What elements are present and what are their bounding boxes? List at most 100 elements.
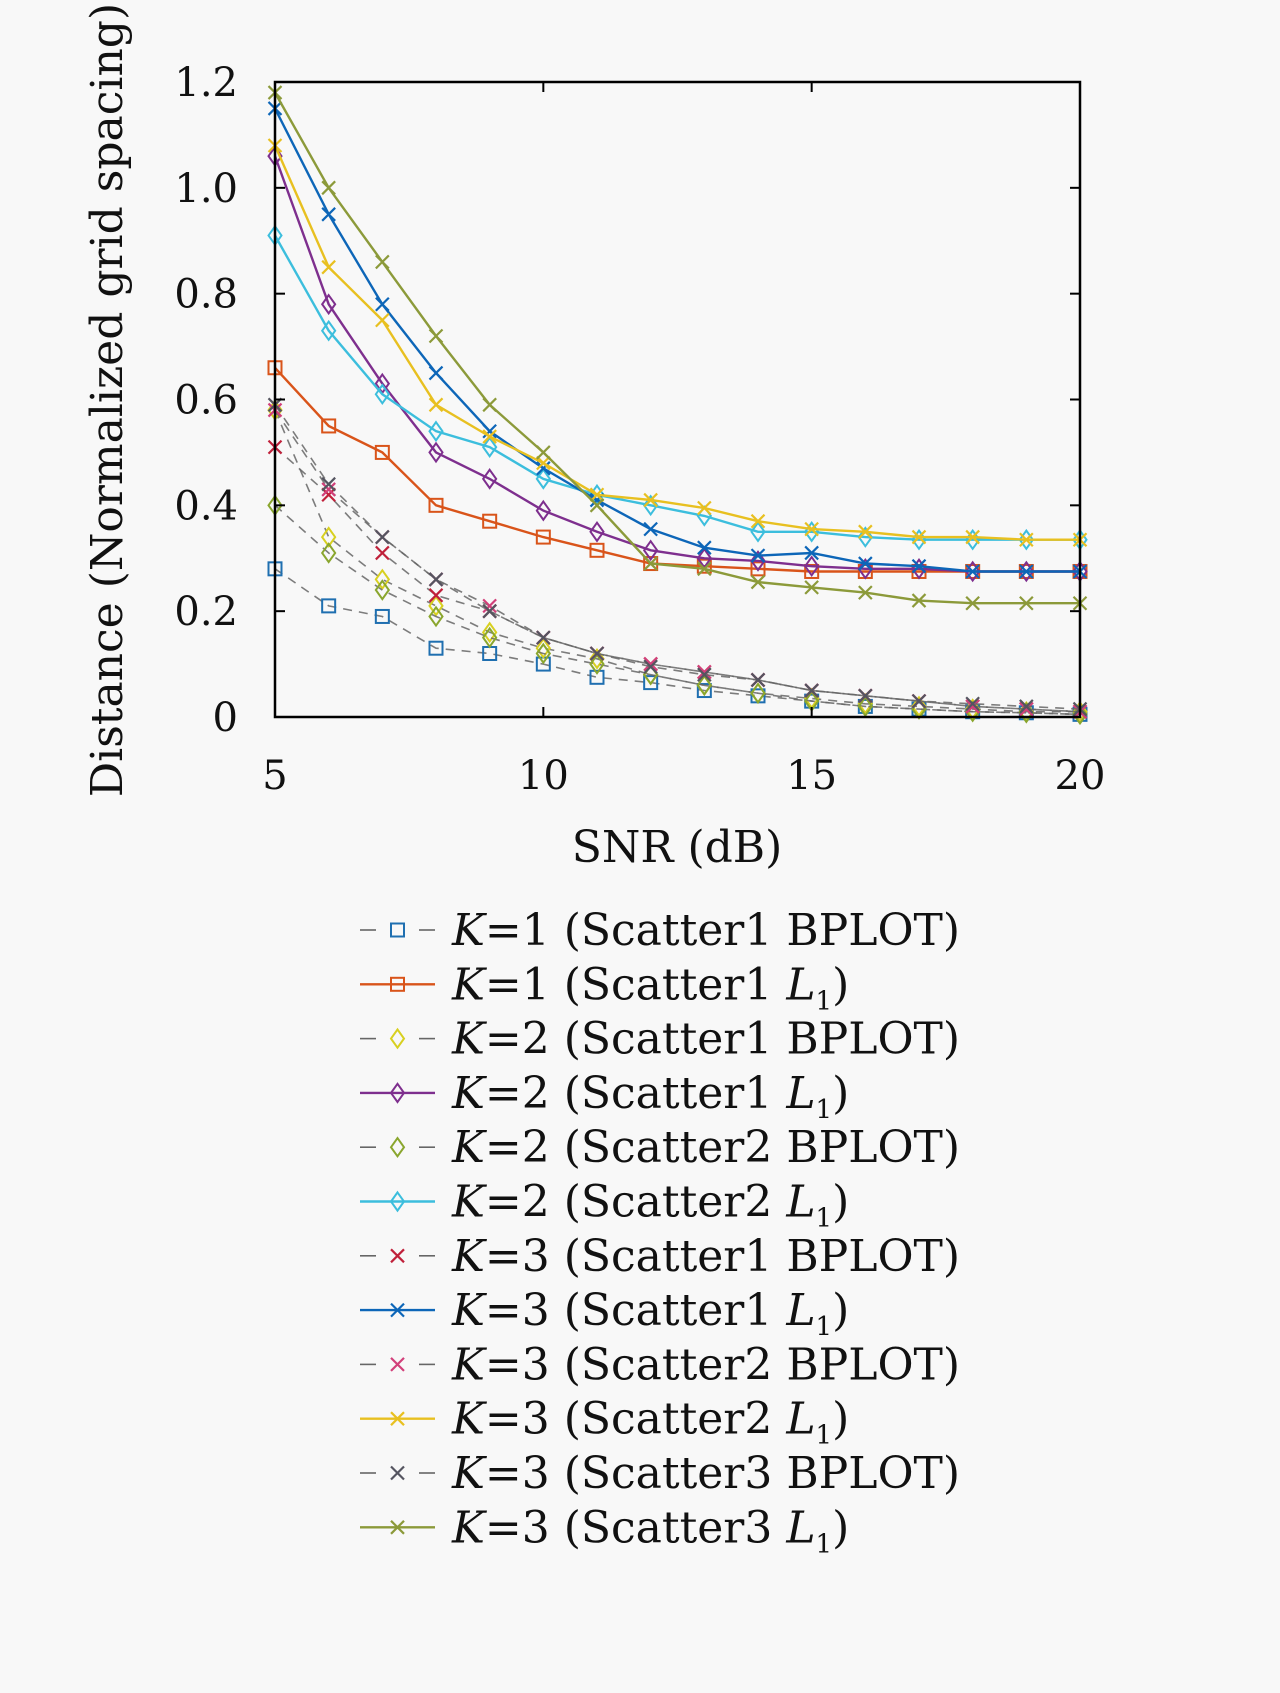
marker-x-stroke (536, 461, 551, 476)
marker-square (321, 598, 337, 614)
marker-x-stroke (428, 365, 444, 381)
marker-diamond (750, 682, 766, 705)
axes-layer: 5 10 15 20 0 0.2 0.4 0.6 0.8 1.0 1.2 (174, 60, 1105, 799)
marker-x (536, 461, 551, 476)
marker-x (375, 296, 390, 312)
marker-x-stroke (375, 545, 390, 561)
legend-label-sub: 1 (816, 986, 833, 1016)
legend-label-l: L (785, 1068, 815, 1119)
legend-label-rest: =1 (Scatter1 (485, 959, 786, 1010)
marker-x (390, 1465, 405, 1481)
marker-square (374, 608, 390, 624)
marker-x (390, 1411, 405, 1426)
marker-x (1019, 532, 1034, 548)
legend-label: K=1 (Scatter1 BPLOT) (451, 905, 960, 956)
marker-x-stroke (750, 513, 766, 529)
marker-x (536, 445, 551, 460)
plot-background (275, 82, 1080, 717)
marker-x (482, 598, 497, 614)
marker-x (965, 699, 980, 714)
marker-x (536, 630, 551, 645)
legend-label-rest: =3 (Scatter1 BPLOT) (485, 1231, 960, 1282)
marker-x (858, 556, 873, 571)
legend-label-close: ) (832, 1394, 849, 1445)
marker-x (750, 548, 766, 563)
marker-x (804, 580, 819, 595)
legend-label-k: K (451, 1122, 487, 1173)
marker-x-stroke (804, 521, 819, 537)
marker-diamond (374, 579, 391, 601)
marker-x (390, 1302, 405, 1318)
legend-label-k: K (451, 1394, 487, 1445)
legend-label-l: L (785, 1394, 815, 1445)
marker-x (321, 476, 336, 492)
legend-label-rest: =2 (Scatter1 (485, 1068, 786, 1119)
marker-x-stroke (482, 603, 497, 619)
marker-x-stroke (390, 1520, 405, 1535)
legend-entry: K=2 (Scatter2 BPLOT) (360, 1122, 960, 1173)
series-line (273, 92, 1080, 605)
legend-entry: K=3 (Scatter2 BPLOT) (360, 1339, 960, 1390)
legend-entry: K=1 (Scatter1 BPLOT) (360, 905, 960, 956)
marker-x (965, 564, 980, 579)
marker-diamond (428, 420, 444, 443)
marker-diamond (857, 695, 874, 718)
legend-label-k: K (451, 1448, 487, 1499)
legend-label: K=2 (Scatter1 L1) (451, 1068, 849, 1125)
marker-x (697, 540, 712, 555)
marker-x-stroke (589, 498, 605, 513)
marker-x-stroke (1019, 699, 1034, 714)
marker-diamond (857, 558, 874, 580)
marker-x-stroke (643, 492, 658, 508)
marker-square (390, 922, 405, 938)
marker-x-stroke (589, 646, 605, 661)
x-tick-label: 20 (1055, 753, 1106, 799)
marker-diamond (535, 468, 552, 490)
marker-x (321, 487, 336, 503)
marker-square (374, 444, 390, 460)
legend-label-close: ) (832, 1177, 849, 1228)
legend-label-rest: =3 (Scatter3 BPLOT) (485, 1448, 960, 1499)
marker-x-stroke (643, 556, 658, 571)
marker-x (390, 1248, 405, 1264)
series-line (274, 504, 1081, 716)
marker-x-stroke (390, 1357, 405, 1372)
marker-x (375, 312, 390, 328)
marker-x-stroke (750, 672, 766, 688)
marker-x (589, 487, 605, 503)
marker-x (321, 482, 336, 497)
marker-x (911, 529, 927, 545)
x-tick-label: 15 (786, 753, 837, 799)
legend-label-k: K (451, 1231, 487, 1282)
marker-x (482, 429, 497, 444)
series-line (274, 366, 1080, 573)
marker-x (750, 574, 766, 590)
marker-x-stroke (482, 598, 497, 614)
marker-diamond (481, 468, 498, 490)
marker-x (911, 693, 927, 709)
marker-diamond (374, 383, 391, 406)
marker-x (390, 1357, 405, 1372)
marker-diamond (481, 621, 498, 644)
marker-diamond (320, 526, 337, 548)
marker-x-stroke (482, 429, 497, 444)
marker-x-stroke (858, 688, 873, 704)
marker-x (589, 646, 605, 661)
legend-label-k: K (451, 1502, 487, 1553)
marker-x-stroke (911, 593, 927, 608)
marker-x-stroke (1019, 532, 1034, 548)
marker-x-stroke (428, 328, 444, 344)
series-line (274, 409, 1080, 713)
marker-square (643, 675, 659, 691)
marker-x-stroke (321, 487, 336, 503)
legend-label: K=3 (Scatter1 BPLOT) (451, 1231, 960, 1282)
legend-label-rest: =1 (Scatter1 BPLOT) (485, 905, 960, 956)
legend-label-rest: =3 (Scatter3 (485, 1502, 786, 1553)
marker-x-stroke (536, 630, 551, 645)
marker-x (697, 561, 712, 577)
marker-x (697, 500, 712, 516)
marker-diamond (911, 695, 927, 718)
series-line (274, 404, 1081, 710)
marker-x-stroke (321, 259, 336, 275)
